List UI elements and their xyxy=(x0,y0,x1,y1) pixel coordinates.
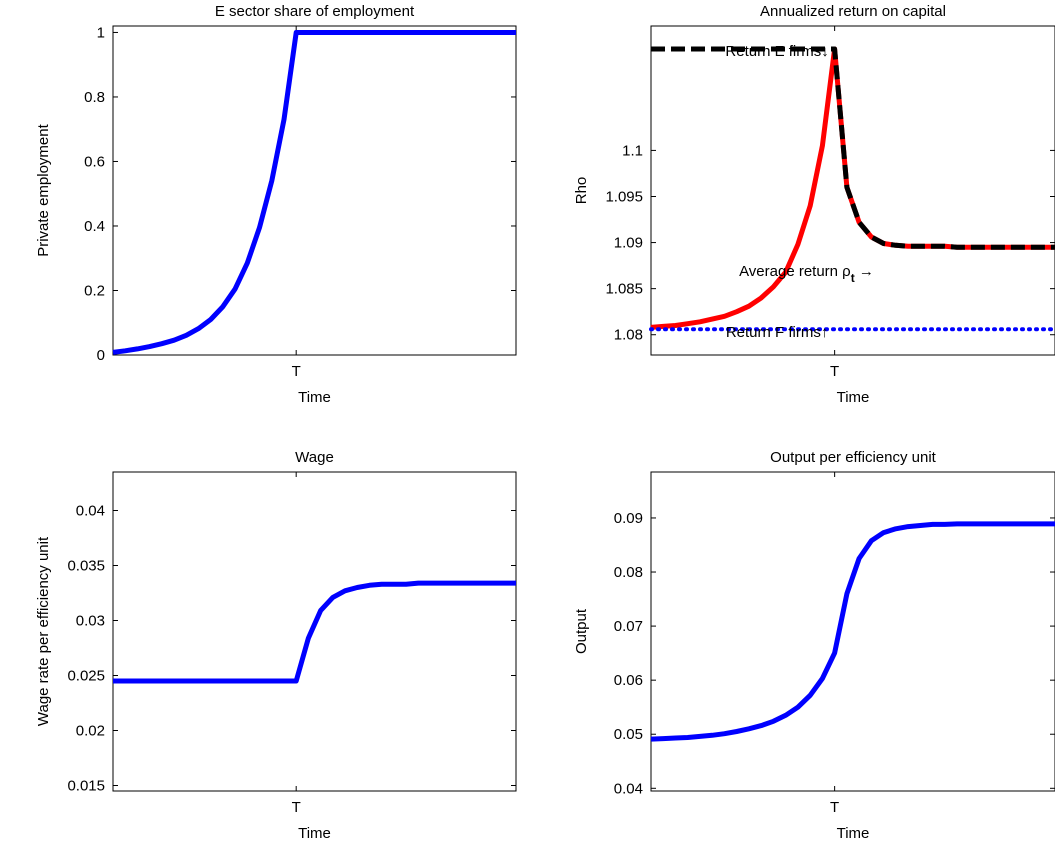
annotation: Return F firms↑ xyxy=(726,324,829,341)
x-axis-label: Time xyxy=(298,825,331,842)
x-axis-label: Time xyxy=(837,389,870,406)
axes-frame xyxy=(650,25,1055,356)
axes-frame xyxy=(112,25,517,356)
series-line-1 xyxy=(113,580,516,684)
y-tick-label: 0.07 xyxy=(614,618,643,635)
y-tick-label: 0.8 xyxy=(84,89,105,106)
y-tick-label: 0.06 xyxy=(614,672,643,689)
y-tick-label: 0.4 xyxy=(84,218,105,235)
chart-2: Annualized return on capital Time Rho 1.08 1… xyxy=(573,3,1055,406)
x-tick-label: T xyxy=(830,799,839,816)
y-tick-label: 0.035 xyxy=(67,558,105,575)
x-axis-label: Time xyxy=(837,825,870,842)
x-tick-label: T xyxy=(292,363,301,380)
chart-3: Wage Time Wage rate per efficiency unit 0.0… xyxy=(35,449,517,842)
y-tick-label: 0.025 xyxy=(67,668,105,685)
y-tick-label: 0.2 xyxy=(84,282,105,299)
annotation-arrow: → xyxy=(855,263,874,280)
y-tick-label: 0.04 xyxy=(76,503,105,520)
y-tick-label: 1.08 xyxy=(614,327,643,344)
x-tick-label: T xyxy=(292,799,301,816)
series-line-1 xyxy=(112,30,516,355)
chart-1: E sector share of employment Time Private … xyxy=(35,3,517,406)
y-tick-label: 0.6 xyxy=(84,153,105,170)
y-tick-label: 0.02 xyxy=(76,723,105,740)
y-tick-label: 0.05 xyxy=(614,726,643,743)
y-tick-label: 0 xyxy=(97,347,105,364)
y-tick-label: 1 xyxy=(97,24,105,41)
annotation: Average return ρt → xyxy=(739,263,874,285)
annotation: Return E firms↓ xyxy=(725,43,828,60)
chart-4: Output per efficiency unit Time Output 0.04… xyxy=(573,449,1055,842)
y-axis-label: Output xyxy=(573,608,590,654)
axes-frame xyxy=(650,471,1055,792)
y-axis-label: Private employment xyxy=(35,123,52,256)
series-line-1 xyxy=(650,521,1055,742)
chart-title: Annualized return on capital xyxy=(760,3,946,20)
y-tick-label: 1.1 xyxy=(622,142,643,159)
axes-frame xyxy=(112,471,517,792)
y-tick-label: 1.095 xyxy=(605,188,643,205)
y-tick-label: 0.03 xyxy=(76,613,105,630)
y-tick-label: 0.015 xyxy=(67,778,105,795)
y-tick-label: 1.09 xyxy=(614,235,643,252)
y-tick-label: 1.085 xyxy=(605,281,643,298)
x-tick-label: T xyxy=(830,363,839,380)
chart-title: Output per efficiency unit xyxy=(770,449,936,466)
chart-title: E sector share of employment xyxy=(215,3,415,20)
y-tick-label: 0.09 xyxy=(614,510,643,527)
y-tick-label: 0.08 xyxy=(614,564,643,581)
annotation-subscript: t xyxy=(851,271,855,285)
y-tick-label: 0.04 xyxy=(614,780,643,797)
chart-title: Wage xyxy=(295,449,334,466)
y-axis-label: Wage rate per efficiency unit xyxy=(35,536,52,726)
y-axis-label: Rho xyxy=(573,177,590,205)
x-axis-label: Time xyxy=(298,389,331,406)
series-line-1 xyxy=(650,46,1055,330)
series-line-2 xyxy=(651,46,1055,250)
